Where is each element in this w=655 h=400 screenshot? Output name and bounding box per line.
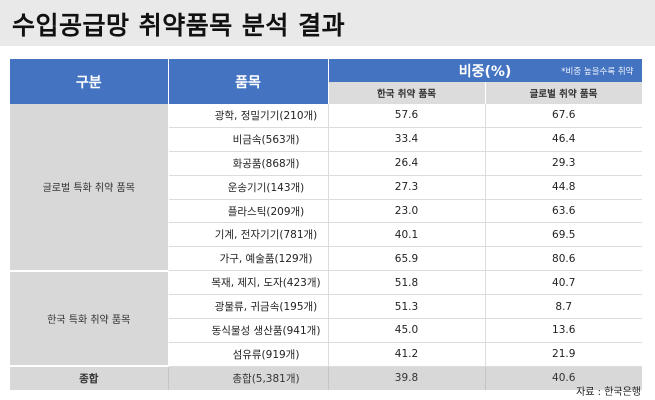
korea-share-cell: 45.0 xyxy=(327,318,485,343)
global-share-cell: 40.7 xyxy=(484,270,642,296)
global-share-cell: 67.6 xyxy=(484,104,642,128)
table-row: 비금속(563개) 33.4 46.4 xyxy=(10,127,642,152)
global-share-cell: 63.6 xyxy=(484,199,642,224)
table-row: 가구, 예술품(129개) 65.9 80.6 xyxy=(10,246,642,272)
total-global-cell: 40.6 xyxy=(484,366,642,391)
total-label-cell: 종합 xyxy=(10,366,168,391)
group-label: 글로벌 특화 취약 품목 xyxy=(10,104,169,272)
source-note: 자료 : 한국은행 xyxy=(576,387,641,398)
item-cell: 플라스틱(209개) xyxy=(168,199,328,224)
group-label: 한국 특화 취약 품목 xyxy=(10,270,169,368)
header-share-note: *비중 높을수록 취약 xyxy=(561,67,634,77)
analysis-table: 구분 품목 비중(%) *비중 높을수록 취약 한국 취약 품목 글로벌 취약 … xyxy=(10,59,643,391)
table-row: 섬유류(919개) 41.2 21.9 xyxy=(10,342,642,367)
korea-share-cell: 57.6 xyxy=(327,104,485,128)
total-korea-cell: 39.8 xyxy=(327,366,485,391)
item-cell: 기계, 전자기기(781개) xyxy=(168,222,328,248)
table-row: 동식물성 생산품(941개) 45.0 13.6 xyxy=(10,318,642,343)
item-cell: 광학, 정밀기기(210개) xyxy=(168,104,328,128)
item-cell: 동식물성 생산품(941개) xyxy=(168,318,328,343)
header-korea: 한국 취약 품목 xyxy=(328,82,486,104)
global-share-cell: 21.9 xyxy=(484,342,642,367)
table-row: 광물류, 귀금속(195개) 51.3 8.7 xyxy=(10,294,642,320)
item-cell: 화공품(868개) xyxy=(168,151,328,176)
header-category: 구분 xyxy=(10,59,169,104)
item-cell: 가구, 예술품(129개) xyxy=(168,246,328,272)
table-row: 플라스틱(209개) 23.0 63.6 xyxy=(10,199,642,224)
korea-share-cell: 27.3 xyxy=(327,175,485,200)
global-share-cell: 46.4 xyxy=(484,127,642,152)
korea-share-cell: 65.9 xyxy=(327,246,485,272)
header-share-label: 비중(%) xyxy=(458,63,512,80)
item-cell: 목재, 제지, 도자(423개) xyxy=(168,270,328,296)
global-share-cell: 69.5 xyxy=(484,222,642,248)
global-share-cell: 29.3 xyxy=(484,151,642,176)
table-row: 한국 특화 취약 품목 목재, 제지, 도자(423개) 51.8 40.7 xyxy=(10,270,642,368)
global-share-cell: 80.6 xyxy=(484,246,642,272)
table-row: 운송기기(143개) 27.3 44.8 xyxy=(10,175,642,200)
table-row: 화공품(868개) 26.4 29.3 xyxy=(10,151,642,176)
item-cell: 운송기기(143개) xyxy=(168,175,328,200)
item-cell: 광물류, 귀금속(195개) xyxy=(168,294,328,320)
total-item-cell: 총합(5,381개) xyxy=(167,366,328,391)
page-title: 수입공급망 취약품목 분석 결과 xyxy=(12,11,346,40)
korea-share-cell: 26.4 xyxy=(327,151,485,176)
global-share-cell: 44.8 xyxy=(484,175,642,200)
table-row: 글로벌 특화 취약 품목 광학, 정밀기기(210개) 57.6 67.6 xyxy=(10,104,642,272)
korea-share-cell: 40.1 xyxy=(327,222,485,248)
total-row: 종합 총합(5,381개) 39.8 40.6 xyxy=(10,366,642,391)
global-share-cell: 8.7 xyxy=(484,294,642,320)
header-item: 품목 xyxy=(168,59,329,104)
korea-share-cell: 51.8 xyxy=(327,270,485,296)
korea-share-cell: 51.3 xyxy=(327,294,485,320)
item-cell: 비금속(563개) xyxy=(168,127,328,152)
global-share-cell: 13.6 xyxy=(484,318,642,343)
header-share: 비중(%) *비중 높을수록 취약 xyxy=(328,59,643,82)
korea-share-cell: 41.2 xyxy=(327,342,485,367)
header-global: 글로벌 취약 품목 xyxy=(485,82,643,104)
table-row: 기계, 전자기기(781개) 40.1 69.5 xyxy=(10,222,642,248)
item-cell: 섬유류(919개) xyxy=(168,342,328,367)
korea-share-cell: 23.0 xyxy=(327,199,485,224)
korea-share-cell: 33.4 xyxy=(327,127,485,152)
